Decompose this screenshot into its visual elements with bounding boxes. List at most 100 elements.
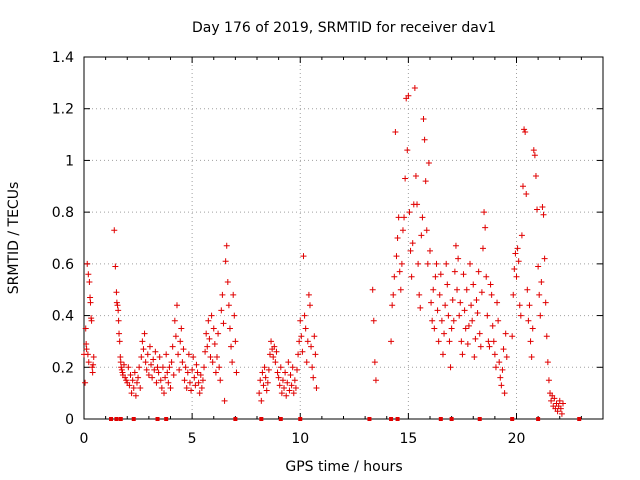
data-point bbox=[439, 351, 446, 358]
data-point bbox=[311, 333, 318, 340]
data-point bbox=[298, 333, 305, 340]
data-point bbox=[217, 377, 224, 384]
data-point bbox=[230, 291, 237, 298]
data-point bbox=[401, 214, 408, 221]
data-point bbox=[231, 312, 238, 319]
data-point bbox=[477, 343, 484, 350]
data-point bbox=[522, 128, 529, 135]
data-point bbox=[450, 317, 457, 324]
data-point bbox=[195, 379, 202, 386]
data-point bbox=[219, 291, 226, 298]
y-tick-label: 0.6 bbox=[52, 257, 74, 273]
data-point bbox=[476, 330, 483, 337]
data-point bbox=[82, 325, 89, 332]
data-point bbox=[207, 353, 214, 360]
data-point bbox=[151, 366, 158, 373]
data-point bbox=[228, 343, 235, 350]
data-point bbox=[515, 258, 522, 265]
y-tick-label: 0.2 bbox=[52, 360, 74, 376]
data-point bbox=[156, 353, 163, 360]
zero-marker bbox=[438, 417, 443, 421]
data-point bbox=[189, 366, 196, 373]
data-point bbox=[418, 232, 425, 239]
data-point bbox=[115, 317, 122, 324]
data-point bbox=[419, 214, 426, 221]
data-point bbox=[531, 152, 538, 159]
data-point bbox=[496, 359, 503, 366]
data-point bbox=[558, 410, 565, 417]
data-point bbox=[279, 377, 286, 384]
data-point bbox=[308, 343, 315, 350]
data-point bbox=[469, 317, 476, 324]
data-point bbox=[397, 286, 404, 293]
data-point bbox=[438, 317, 445, 324]
data-point bbox=[188, 387, 195, 394]
data-point bbox=[130, 384, 137, 391]
data-point bbox=[181, 377, 188, 384]
data-point bbox=[459, 351, 466, 358]
data-point bbox=[399, 227, 406, 234]
data-point bbox=[180, 346, 187, 353]
data-point bbox=[497, 374, 504, 381]
data-point bbox=[221, 397, 228, 404]
zero-marker bbox=[389, 417, 394, 421]
data-point bbox=[545, 377, 552, 384]
data-point bbox=[121, 361, 128, 368]
zero-marker bbox=[395, 417, 400, 421]
data-point bbox=[272, 359, 279, 366]
chart-title: Day 176 of 2019, SRMTID for receiver dav… bbox=[192, 20, 496, 36]
data-point bbox=[162, 374, 169, 381]
data-point bbox=[141, 330, 148, 337]
data-point bbox=[192, 382, 199, 389]
data-point bbox=[449, 297, 456, 304]
data-point bbox=[270, 353, 277, 360]
data-point bbox=[556, 397, 563, 404]
data-point bbox=[128, 390, 135, 397]
x-tick-label: 5 bbox=[188, 431, 197, 447]
zero-marker bbox=[109, 417, 114, 421]
data-point bbox=[521, 126, 528, 133]
data-point bbox=[264, 379, 271, 386]
data-point bbox=[232, 338, 239, 345]
data-point bbox=[512, 250, 519, 257]
data-point bbox=[301, 312, 308, 319]
data-point bbox=[310, 374, 317, 381]
data-point bbox=[484, 312, 491, 319]
data-point bbox=[153, 379, 160, 386]
zero-marker bbox=[477, 417, 482, 421]
data-point bbox=[437, 271, 444, 278]
data-point bbox=[503, 353, 510, 360]
zero-marker bbox=[131, 417, 136, 421]
data-point bbox=[513, 273, 520, 280]
data-point bbox=[499, 366, 506, 373]
data-point bbox=[278, 390, 285, 397]
data-point bbox=[305, 291, 312, 298]
data-point bbox=[296, 338, 303, 345]
data-point bbox=[498, 382, 505, 389]
data-point bbox=[461, 307, 468, 314]
zero-marker bbox=[164, 417, 169, 421]
data-point bbox=[460, 271, 467, 278]
data-point bbox=[258, 397, 265, 404]
data-point bbox=[294, 366, 301, 373]
data-point bbox=[404, 147, 411, 154]
data-point bbox=[213, 353, 220, 360]
data-point bbox=[112, 263, 119, 270]
data-point bbox=[405, 92, 412, 99]
data-point bbox=[479, 245, 486, 252]
data-point bbox=[168, 359, 175, 366]
data-point bbox=[551, 395, 558, 402]
data-point bbox=[190, 353, 197, 360]
data-point bbox=[514, 245, 521, 252]
data-point bbox=[489, 322, 496, 329]
data-point bbox=[186, 379, 193, 386]
zero-marker bbox=[536, 417, 541, 421]
data-point bbox=[287, 372, 294, 379]
data-point bbox=[84, 260, 91, 267]
data-point bbox=[467, 260, 474, 267]
data-point bbox=[131, 369, 138, 376]
data-point bbox=[482, 224, 489, 231]
data-point bbox=[423, 227, 430, 234]
data-point bbox=[559, 400, 566, 407]
data-point bbox=[152, 348, 159, 355]
